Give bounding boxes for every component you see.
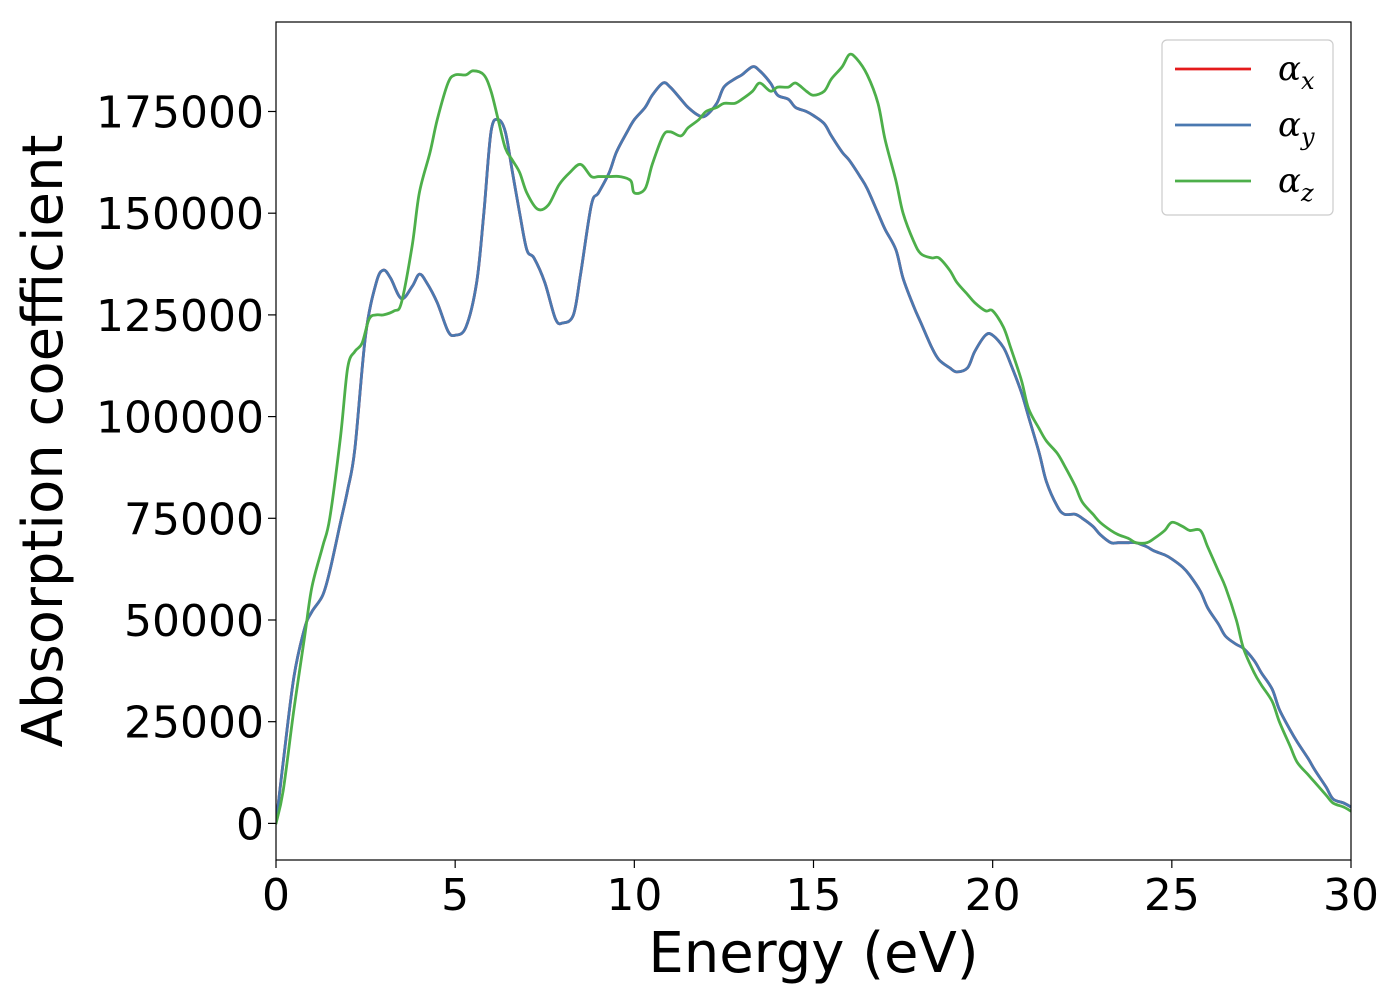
x-tick-label: 25 <box>1144 870 1200 921</box>
legend: αx αy αz <box>1161 39 1334 216</box>
x-tick-label: 15 <box>786 870 842 921</box>
series-layer <box>276 52 1351 825</box>
x-tick-label: 10 <box>606 870 662 921</box>
x-tick-label: 0 <box>262 870 290 921</box>
series-line-2 <box>276 65 1351 825</box>
y-tick-label: 150000 <box>96 189 264 240</box>
y-tick-label: 125000 <box>96 291 264 342</box>
y-tick-label: 50000 <box>124 596 264 647</box>
y-tick-label: 75000 <box>124 494 264 545</box>
x-axis-title: Energy (eV) <box>648 921 978 986</box>
legend-label-z: αz <box>1278 161 1314 207</box>
y-axis: 0 25000 50000 75000 100000 125000 150000 175000 <box>96 87 276 850</box>
y-tick-label: 100000 <box>96 393 264 444</box>
x-tick-label: 20 <box>965 870 1021 921</box>
y-tick-label: 175000 <box>96 87 264 138</box>
x-tick-label: 30 <box>1323 870 1379 921</box>
y-tick-label: 0 <box>236 799 264 850</box>
series-line-3 <box>276 52 1351 825</box>
legend-label-x: αx <box>1278 49 1315 95</box>
x-tick-label: 5 <box>441 870 469 921</box>
legend-label-y: αy <box>1278 105 1315 151</box>
legend-box <box>1161 39 1334 216</box>
y-axis-title: Absorption coefficient <box>11 135 76 748</box>
x-axis: 0 5 10 15 20 25 30 <box>262 860 1379 921</box>
y-tick-label: 25000 <box>124 698 264 749</box>
